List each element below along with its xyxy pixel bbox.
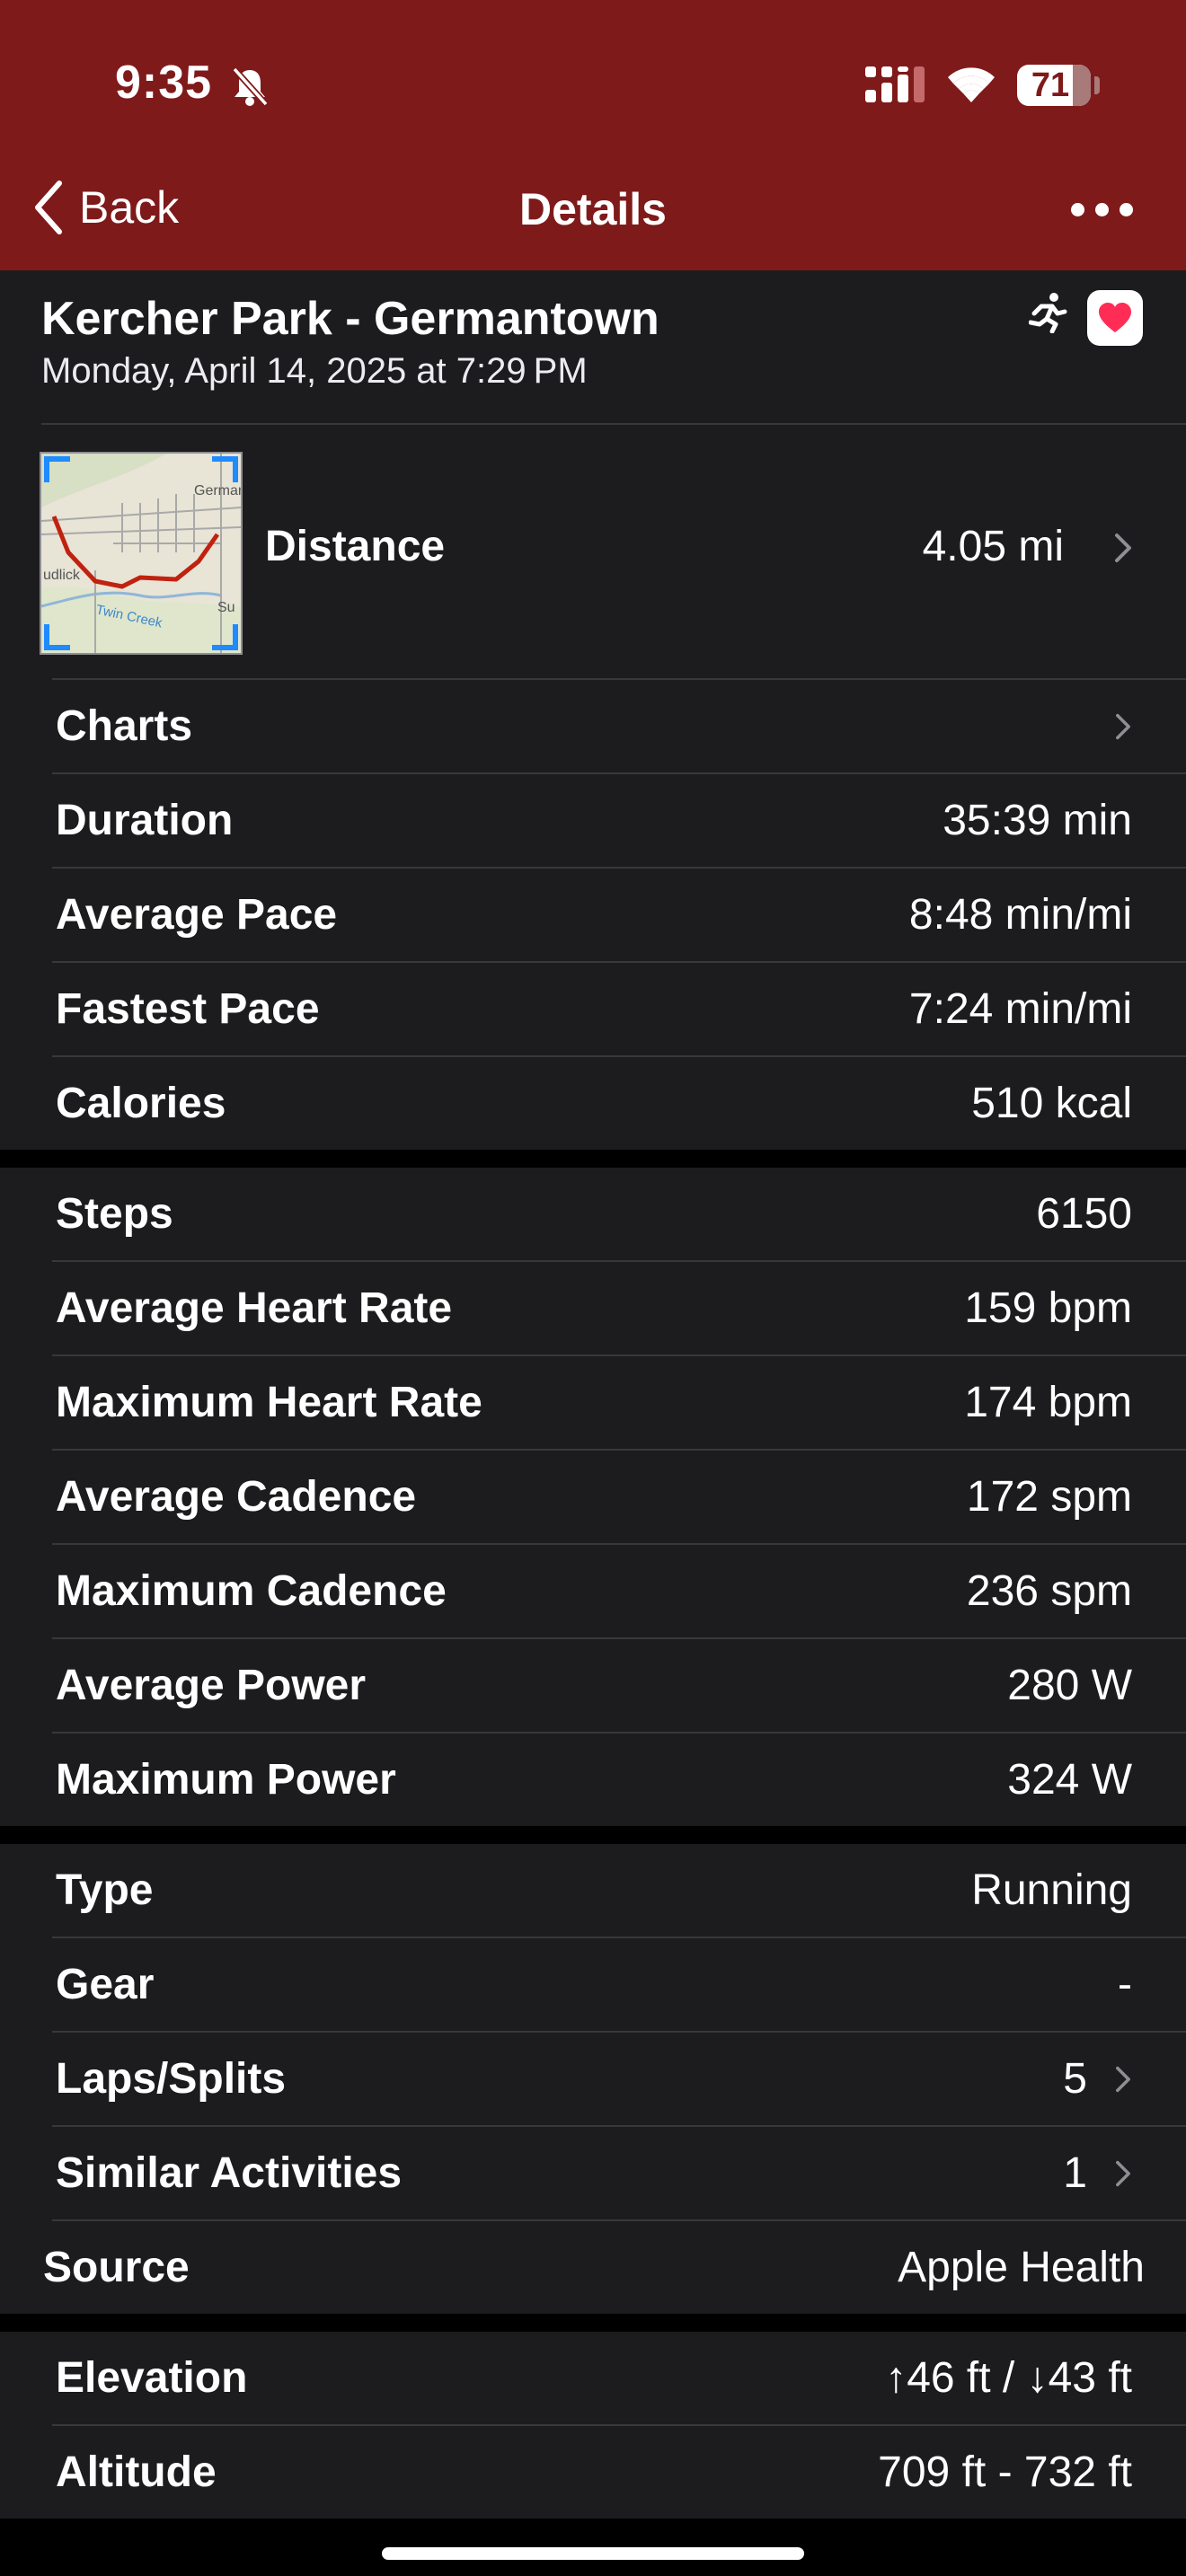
distance-row[interactable]: Germant udlick Twin Creek Su Distance 4.…: [0, 425, 1186, 678]
cellular-signal-icon: [865, 66, 925, 102]
row-label: Maximum Power: [56, 1756, 396, 1804]
row-type: Type Running: [0, 1844, 1186, 1936]
running-icon: [1029, 293, 1067, 333]
row-maximum-heart-rate: Maximum Heart Rate 174 bpm: [0, 1356, 1186, 1449]
apple-health-icon: [1087, 290, 1143, 346]
route-map: Germant udlick Twin Creek Su: [41, 454, 241, 653]
distance-value: 4.05 mi: [922, 523, 1064, 570]
row-label: Gear: [56, 1961, 155, 2008]
back-label: Back: [79, 182, 180, 233]
map-label-town: Germant: [194, 483, 241, 498]
row-value: 172 spm: [966, 1473, 1132, 1521]
more-dot-icon: [1095, 203, 1109, 216]
silent-bell-icon: [232, 66, 268, 107]
row-value: 174 bpm: [964, 1379, 1132, 1426]
row-average-power: Average Power 280 W: [0, 1639, 1186, 1732]
navigation-header: 9:35 71 Back Details: [0, 0, 1186, 270]
row-label: Fastest Pace: [56, 985, 320, 1033]
elevation-section: Elevation ↑46 ft / ↓43 ft Altitude 709 ft -…: [0, 2332, 1186, 2519]
row-label: Average Pace: [56, 891, 338, 939]
row-average-pace: Average Pace 8:48 min/mi: [0, 869, 1186, 961]
row-steps: Steps 6150: [0, 1168, 1186, 1260]
row-label: Steps: [56, 1190, 173, 1238]
chevron-right-icon: [1116, 2160, 1130, 2186]
row-value: Running: [971, 1866, 1132, 1914]
row-label: Similar Activities: [56, 2149, 403, 2197]
row-gear: Gear -: [0, 1938, 1186, 2031]
chevron-right-icon: [1116, 2066, 1130, 2092]
map-label-left: udlick: [43, 568, 81, 583]
row-value: 709 ft - 732 ft: [878, 2448, 1132, 2496]
row-label: Average Heart Rate: [56, 1284, 453, 1332]
row-value: 1: [1063, 2149, 1087, 2197]
row-label: Duration: [56, 797, 234, 844]
metrics-section: Steps 6150 Average Heart Rate 159 bpm Maximu…: [0, 1168, 1186, 1826]
summary-section: Kercher Park - Germantown Monday, April …: [0, 270, 1186, 1150]
row-label: Source: [43, 2244, 190, 2291]
battery-icon: 71: [1017, 65, 1091, 106]
status-time: 9:35: [115, 57, 213, 109]
row-calories: Calories 510 kcal: [0, 1057, 1186, 1150]
row-value: 324 W: [1007, 1756, 1132, 1804]
page-title: Details: [519, 184, 667, 234]
row-value: 6150: [1036, 1190, 1132, 1238]
more-options-button[interactable]: [1071, 203, 1133, 216]
row-value: 8:48 min/mi: [908, 891, 1132, 939]
wifi-icon: [948, 67, 995, 102]
home-indicator[interactable]: [382, 2547, 804, 2560]
heart-icon: [1099, 303, 1131, 332]
more-dot-icon: [1071, 203, 1084, 216]
row-duration: Duration 35:39 min: [0, 774, 1186, 867]
row-maximum-cadence: Maximum Cadence 236 spm: [0, 1545, 1186, 1637]
row-value: 5: [1063, 2055, 1087, 2103]
row-elevation: Elevation ↑46 ft / ↓43 ft: [0, 2332, 1186, 2424]
row-value: 510 kcal: [971, 1080, 1132, 1127]
row-label: Laps/Splits: [56, 2055, 287, 2103]
activity-title: Kercher Park - Germantown: [41, 293, 659, 345]
row-label: Charts: [56, 702, 193, 750]
row-value: Apple Health: [898, 2244, 1145, 2291]
row-laps-splits[interactable]: Laps/Splits 5: [0, 2033, 1186, 2125]
row-average-heart-rate: Average Heart Rate 159 bpm: [0, 1262, 1186, 1354]
row-label: Average Cadence: [56, 1473, 417, 1521]
row-charts[interactable]: Charts: [0, 680, 1186, 772]
back-button[interactable]: Back: [32, 180, 179, 235]
row-label: Maximum Heart Rate: [56, 1379, 482, 1426]
map-label-right: Su: [217, 600, 235, 615]
row-value: 35:39 min: [943, 797, 1132, 844]
details-content: Kercher Park - Germantown Monday, April …: [0, 270, 1186, 2519]
row-value: 236 spm: [966, 1567, 1132, 1615]
row-value: 159 bpm: [964, 1284, 1132, 1332]
row-similar-activities[interactable]: Similar Activities 1: [0, 2127, 1186, 2219]
row-value: 280 W: [1007, 1662, 1132, 1709]
row-value: -: [1118, 1961, 1132, 2008]
row-altitude: Altitude 709 ft - 732 ft: [0, 2426, 1186, 2519]
row-value: ↑46 ft / ↓43 ft: [885, 2354, 1132, 2402]
chevron-right-icon: [1116, 713, 1130, 739]
row-label: Maximum Cadence: [56, 1567, 447, 1615]
row-label: Average Power: [56, 1662, 367, 1709]
chevron-right-icon: [1115, 534, 1131, 562]
route-map-thumbnail[interactable]: Germant udlick Twin Creek Su: [40, 452, 243, 655]
row-label: Altitude: [56, 2448, 217, 2496]
row-label: Calories: [56, 1080, 226, 1127]
row-maximum-power: Maximum Power 324 W: [0, 1734, 1186, 1826]
chevron-left-icon: [35, 181, 62, 234]
activity-header: Kercher Park - Germantown Monday, April …: [0, 270, 1186, 423]
row-source: Source Apple Health: [0, 2221, 1186, 2314]
row-label: Elevation: [56, 2354, 248, 2402]
activity-datetime: Monday, April 14, 2025 at 7:29 PM: [41, 351, 588, 391]
more-dot-icon: [1120, 203, 1133, 216]
distance-label: Distance: [265, 523, 446, 570]
row-fastest-pace: Fastest Pace 7:24 min/mi: [0, 963, 1186, 1055]
row-average-cadence: Average Cadence 172 spm: [0, 1451, 1186, 1543]
row-value: 7:24 min/mi: [908, 985, 1132, 1033]
row-label: Type: [56, 1866, 154, 1914]
info-section: Type Running Gear - Laps/Splits 5 Similar Acti…: [0, 1844, 1186, 2314]
battery-level: 71: [1031, 66, 1070, 104]
